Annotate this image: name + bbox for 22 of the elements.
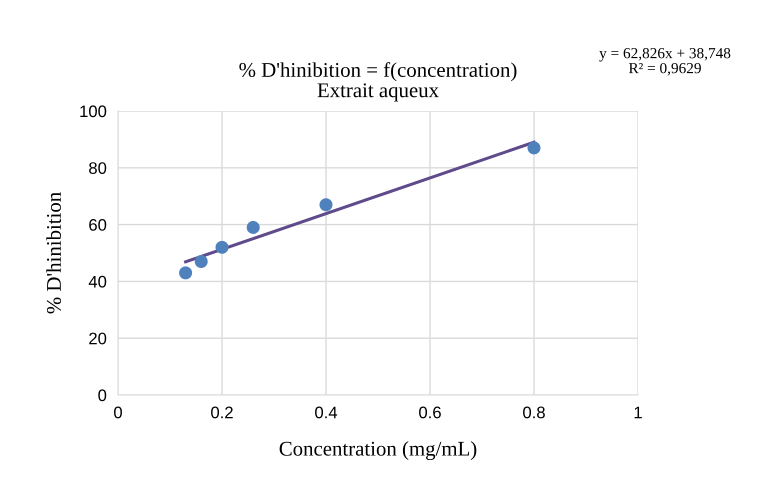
x-tick-label: 0.2: [211, 406, 233, 418]
x-tick-label: 0.6: [419, 406, 441, 418]
point: [246, 220, 260, 234]
y-tick-label: 100: [80, 105, 106, 118]
point: [215, 240, 229, 254]
y-tick-label: 80: [89, 162, 106, 174]
x-tick-label: 1: [634, 406, 642, 418]
text: y = 62,826x + 38,748 R² = 0,9629: [599, 48, 730, 76]
x-axis-title: Concentration (mg/mL): [280, 441, 476, 460]
point: [194, 255, 208, 268]
x-tick-label: 0: [114, 406, 122, 418]
y-tick-label: 0: [98, 389, 106, 402]
x-tick-label: 0.4: [315, 406, 338, 418]
y-axis-title: % D'hinibition: [46, 192, 62, 314]
chart-title: % D'hinibition = f(concentration) Extrait aqueux: [239, 62, 516, 102]
y-tick-label: 40: [88, 276, 106, 288]
x-tick-label: 0.8: [523, 406, 545, 418]
y-tick-label: 20: [89, 332, 106, 344]
point: [527, 141, 541, 154]
y-tick-label: 60: [89, 219, 106, 231]
point: [319, 198, 333, 212]
point: [179, 266, 192, 280]
